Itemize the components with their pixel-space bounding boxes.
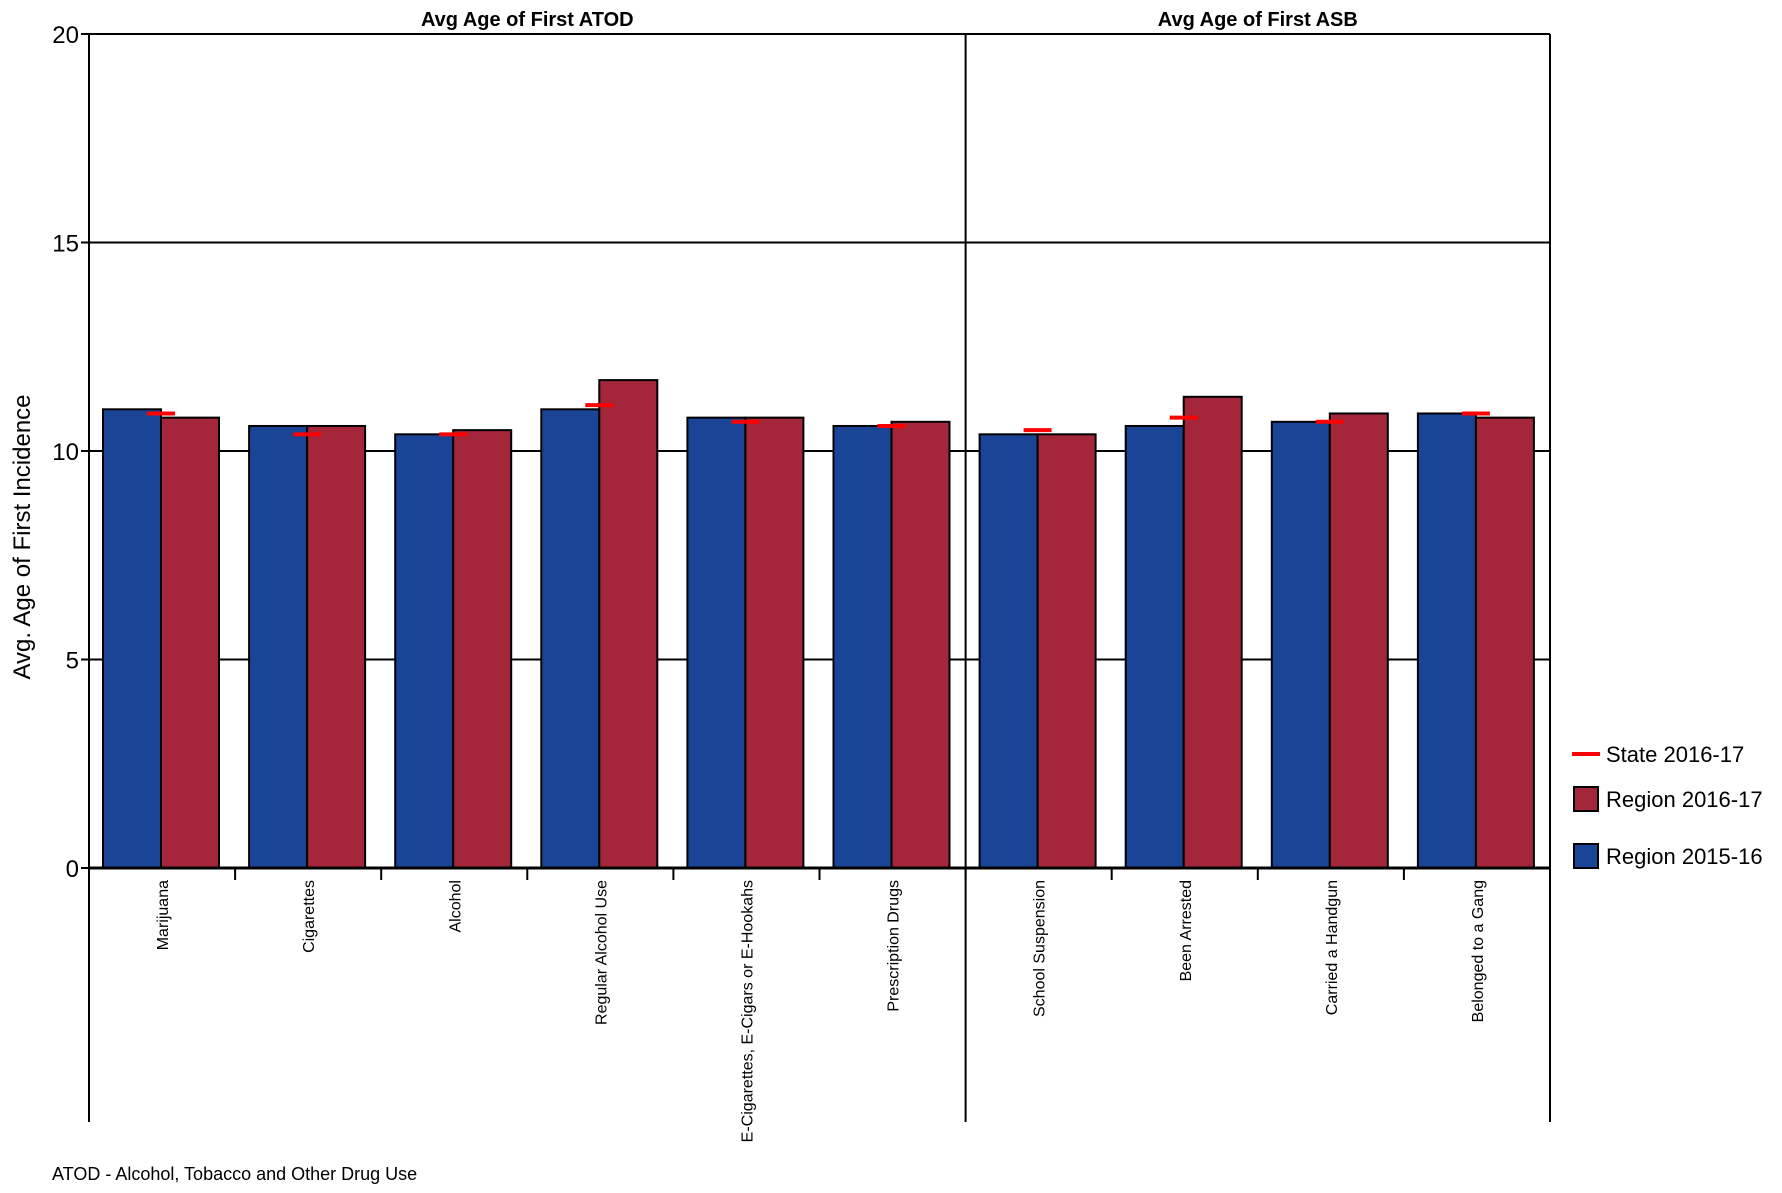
bar-region-2015-16 xyxy=(540,408,601,869)
footnote: ATOD - Alcohol, Tobacco and Other Drug U… xyxy=(52,1164,418,1184)
bar-region-2016-17 xyxy=(890,420,951,869)
bar-region-2015-16 xyxy=(102,408,162,869)
legend-label: Region 2015-16 xyxy=(1606,844,1763,869)
bar-region-2016-17 xyxy=(306,424,367,869)
y-tick-label: 0 xyxy=(66,856,79,883)
y-tick-label: 15 xyxy=(52,231,79,258)
bar-region-2016-17 xyxy=(1182,395,1243,869)
bar-region-2015-16 xyxy=(686,416,747,869)
x-tick-label: Alcohol xyxy=(447,880,464,932)
legend-box-swatch xyxy=(1573,786,1599,812)
bar-region-2016-17 xyxy=(1474,416,1535,869)
bar-region-2016-17 xyxy=(598,379,659,869)
x-tick-label: E-Cigarettes, E-Cigars or E-Hookahs xyxy=(739,880,756,1142)
bar-region-2015-16 xyxy=(978,433,1039,869)
x-tick-label: Been Arrested xyxy=(1178,880,1195,981)
y-tick-label: 20 xyxy=(52,22,79,49)
bar-region-2016-17 xyxy=(1036,433,1097,869)
bar-region-2015-16 xyxy=(832,424,893,869)
bar-region-2016-17 xyxy=(1328,412,1389,869)
x-tick-label: Belonged to a Gang xyxy=(1470,880,1487,1022)
bar-region-2015-16 xyxy=(394,433,455,869)
bar-region-2015-16 xyxy=(1270,420,1331,869)
x-tick-label: Prescription Drugs xyxy=(886,880,903,1012)
bar-region-2016-17 xyxy=(160,416,220,869)
x-tick-label: Regular Alcohol Use xyxy=(593,880,610,1025)
y-tick-label: 10 xyxy=(52,439,79,466)
x-tick-label: Cigarettes xyxy=(301,880,318,953)
legend-box-swatch xyxy=(1573,843,1599,869)
x-tick-label: Carried a Handgun xyxy=(1324,880,1341,1015)
bar-region-2016-17 xyxy=(452,429,513,869)
panel-title: Avg Age of First ATOD xyxy=(421,9,634,31)
x-tick-label: School Suspension xyxy=(1032,880,1049,1017)
y-tick-label: 5 xyxy=(66,648,79,675)
bar-region-2015-16 xyxy=(1124,424,1185,869)
bar-region-2015-16 xyxy=(1416,412,1477,869)
bar-region-2015-16 xyxy=(248,424,309,869)
legend-label: State 2016-17 xyxy=(1606,742,1744,767)
legend-label: Region 2016-17 xyxy=(1606,787,1763,812)
bar-region-2016-17 xyxy=(744,416,805,869)
x-tick-label: Marijuana xyxy=(155,880,172,950)
y-axis-label: Avg. Age of First Incidence xyxy=(9,394,36,679)
panel-title: Avg Age of First ASB xyxy=(1158,9,1358,31)
